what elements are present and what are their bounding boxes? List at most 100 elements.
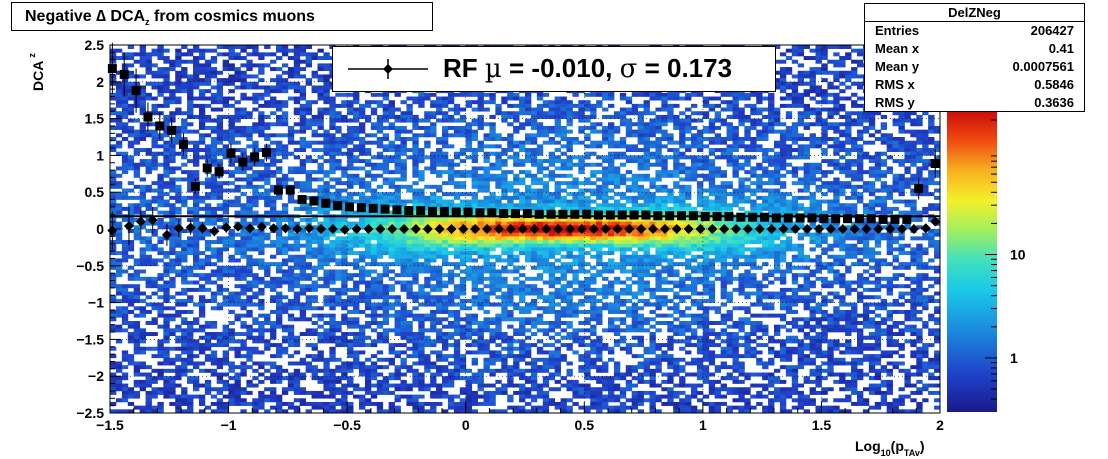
- heatmap-cell: [317, 354, 324, 359]
- heatmap-cell: [471, 269, 478, 274]
- heatmap-cell: [335, 335, 342, 340]
- heatmap-cell: [430, 287, 437, 292]
- heatmap-cell: [477, 368, 484, 373]
- heatmap-cell: [240, 74, 247, 79]
- heatmap-cell: [382, 357, 390, 362]
- heatmap-cell: [447, 199, 455, 204]
- heatmap-cell: [542, 405, 550, 410]
- heatmap-cell: [252, 368, 259, 373]
- heatmap-cell: [293, 48, 301, 53]
- heatmap-cell: [198, 306, 206, 311]
- heatmap-cell: [459, 240, 467, 245]
- heatmap-cell: [453, 229, 461, 233]
- heatmap-cell: [436, 298, 443, 303]
- heatmap-cell: [204, 390, 212, 395]
- heatmap-cell: [400, 383, 407, 388]
- heatmap-cell: [341, 254, 348, 259]
- heatmap-cell: [204, 74, 212, 79]
- heatmap-cell: [317, 240, 324, 245]
- heatmap-cell: [157, 368, 164, 373]
- heatmap-cell: [364, 401, 372, 406]
- heatmap-cell: [169, 236, 176, 241]
- heatmap-cell: [139, 405, 146, 410]
- heatmap-cell: [442, 203, 449, 208]
- heatmap-cell: [281, 368, 289, 373]
- heatmap-cell: [453, 217, 461, 222]
- heatmap-cell: [246, 284, 253, 289]
- heatmap-cell: [376, 332, 384, 337]
- heatmap-cell: [388, 306, 395, 311]
- heatmap-cell: [287, 232, 295, 237]
- heatmap-cell: [110, 273, 117, 278]
- heatmap-cell: [145, 81, 152, 86]
- heatmap-cell: [258, 159, 265, 164]
- heatmap-cell: [459, 258, 467, 263]
- heatmap-cell: [252, 148, 259, 153]
- heatmap-cell: [353, 159, 360, 164]
- heatmap-cell: [388, 269, 395, 274]
- heatmap-cell: [216, 405, 224, 410]
- heatmap-cell: [305, 243, 312, 248]
- heatmap-cell: [329, 144, 336, 149]
- heatmap-cell: [430, 232, 437, 237]
- heatmap-cell: [507, 92, 514, 97]
- heatmap-cell: [382, 229, 390, 233]
- heatmap-cell: [359, 159, 366, 164]
- heatmap-cell: [335, 195, 342, 200]
- heatmap-cell: [163, 390, 170, 395]
- heatmap-cell: [246, 181, 253, 186]
- heatmap-cell: [341, 195, 348, 200]
- heatmap-cell: [110, 313, 117, 318]
- heatmap-cell: [228, 52, 235, 57]
- heatmap-cell: [530, 195, 538, 200]
- heatmap-cell: [489, 280, 496, 285]
- heatmap-cell: [305, 332, 312, 337]
- heatmap-cell: [299, 184, 307, 189]
- heatmap-cell: [246, 173, 253, 178]
- heatmap-cell: [394, 166, 401, 171]
- heatmap-cell: [424, 118, 431, 123]
- heatmap-cell: [133, 52, 141, 57]
- heatmap-cell: [519, 247, 526, 252]
- heatmap-cell: [157, 405, 164, 410]
- heatmap-cell: [412, 394, 419, 399]
- heatmap-cell: [276, 291, 283, 296]
- heatmap-cell: [228, 188, 235, 193]
- heatmap-cell: [525, 335, 532, 340]
- heatmap-cell: [501, 177, 508, 182]
- heatmap-cell: [430, 324, 437, 329]
- heatmap-cell: [376, 262, 384, 267]
- heatmap-cell: [400, 269, 407, 274]
- heatmap-cell: [163, 313, 170, 318]
- heatmap-cell: [157, 221, 164, 226]
- heatmap-cell: [530, 122, 538, 127]
- heatmap-cell: [175, 372, 182, 377]
- heatmap-cell: [424, 199, 431, 204]
- heatmap-cell: [133, 81, 141, 86]
- heatmap-cell: [228, 137, 235, 141]
- heatmap-cell: [353, 240, 360, 245]
- heatmap-cell: [287, 67, 295, 72]
- heatmap-cell: [519, 390, 526, 395]
- heatmap-cell: [554, 203, 561, 208]
- heatmap-cell: [270, 89, 277, 94]
- heatmap-cell: [133, 350, 141, 355]
- heatmap-cell: [240, 221, 247, 226]
- heatmap-cell: [264, 166, 271, 171]
- heatmap-cell: [305, 144, 312, 149]
- heatmap-cell: [276, 269, 283, 274]
- heatmap-cell: [246, 166, 253, 171]
- heatmap-cell: [436, 321, 443, 325]
- heatmap-cell: [293, 343, 301, 348]
- heatmap-cell: [400, 206, 407, 211]
- heatmap-cell: [495, 387, 502, 392]
- heatmap-cell: [442, 103, 449, 108]
- heatmap-cell: [483, 401, 490, 406]
- heatmap-cell: [228, 96, 235, 101]
- heatmap-cell: [133, 206, 141, 211]
- heatmap-cell: [293, 199, 301, 204]
- heatmap-cell: [447, 170, 455, 175]
- heatmap-cell: [151, 232, 158, 237]
- heatmap-cell: [252, 170, 259, 175]
- heatmap-cell: [139, 258, 146, 263]
